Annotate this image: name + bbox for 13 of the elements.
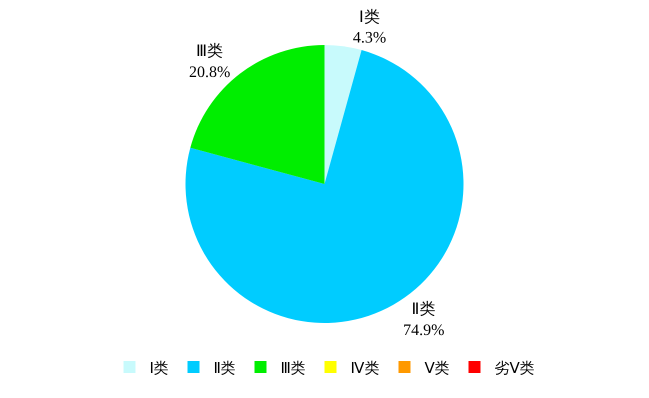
data-label: 4.3% xyxy=(352,30,386,47)
data-label: 74.9% xyxy=(403,322,444,339)
data-label: 20.8% xyxy=(188,64,230,81)
legend-label: Ⅱ类 xyxy=(214,360,236,377)
pie-slice xyxy=(324,45,362,184)
slice-label: Ⅲ类 xyxy=(196,42,224,60)
legend-label: Ⅲ类 xyxy=(280,360,306,377)
legend-label: 劣Ⅴ类 xyxy=(494,360,534,377)
legend-label: Ⅰ类 xyxy=(150,360,168,377)
legend-label: Ⅴ类 xyxy=(424,360,450,377)
slice-label: Ⅱ类 xyxy=(412,300,436,318)
legend-label: Ⅳ类 xyxy=(350,360,380,377)
slice-label: Ⅰ类 xyxy=(359,8,380,26)
